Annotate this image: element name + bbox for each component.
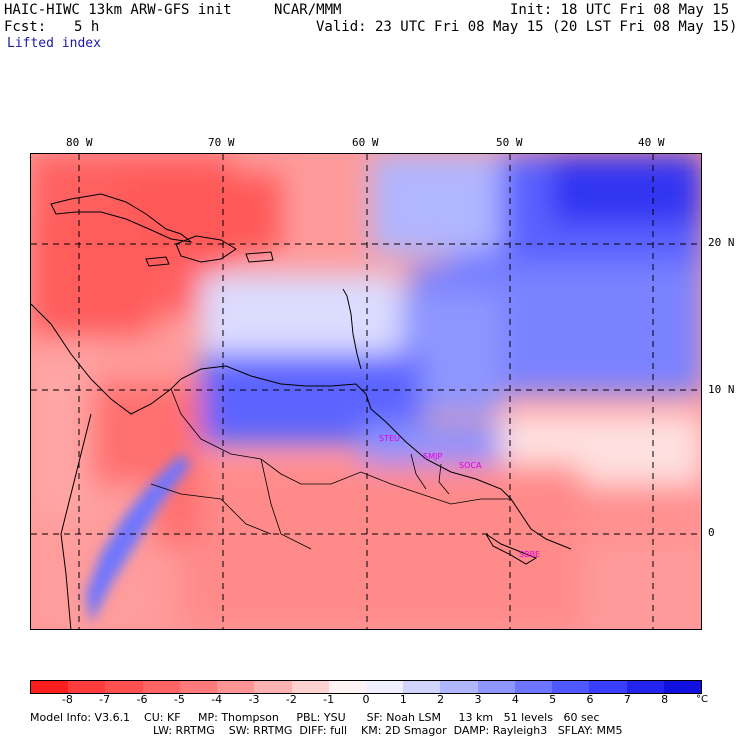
colorbar-segment <box>552 681 590 693</box>
station-label-sbbe: SBBE <box>519 550 541 559</box>
colorbar <box>30 680 702 694</box>
colorbar-segment <box>254 681 292 693</box>
colorbar-tick-label: -2 <box>285 693 297 706</box>
colorbar-segment <box>142 681 180 693</box>
colorbar-tick-label: -3 <box>248 693 260 706</box>
colorbar-segment <box>217 681 255 693</box>
lon-tick-50w: 50 W <box>496 136 523 149</box>
colorbar-segment <box>514 681 553 693</box>
field-name: Lifted index <box>7 36 101 51</box>
colorbar-segment <box>626 681 664 693</box>
colorbar-segment <box>440 681 478 693</box>
station-label-soca: SOCA <box>459 461 482 470</box>
model-info-line-2: LW: RRTMG SW: RRTMG DIFF: full KM: 2D Sm… <box>153 724 623 737</box>
colorbar-tick-label: 2 <box>437 693 445 706</box>
station-label-steu: STEU <box>379 434 400 443</box>
colorbar-ticks: -8 -7 -6 -5 -4 -3 -2 -1 0 1 2 3 4 5 6 7 8 <box>30 694 702 706</box>
colorbar-segment <box>105 681 143 693</box>
station-label-smjp: SMJP <box>423 452 443 461</box>
graticule <box>31 154 701 629</box>
colorbar-unit: °C <box>696 694 708 705</box>
forecast-label: Fcst: <box>4 19 47 35</box>
colorbar-tick-label: 1 <box>399 693 407 706</box>
coastlines <box>31 193 572 629</box>
colorbar-segment <box>179 681 218 693</box>
lon-tick-60w: 60 W <box>352 136 379 149</box>
colorbar-segment <box>589 681 627 693</box>
colorbar-tick-label: 8 <box>661 693 669 706</box>
colorbar-tick-label: -4 <box>211 693 223 706</box>
colorbar-segment <box>68 681 106 693</box>
lon-tick-40w: 40 W <box>638 136 665 149</box>
lon-tick-70w: 70 W <box>208 136 235 149</box>
center-name: NCAR/MMM <box>274 2 342 18</box>
colorbar-tick-label: -8 <box>61 693 73 706</box>
colorbar-tick-label: -1 <box>323 693 335 706</box>
colorbar-tick-label: 6 <box>586 693 594 706</box>
colorbar-tick-label: 3 <box>474 693 482 706</box>
map-canvas <box>31 154 701 629</box>
colorbar-tick-label: 7 <box>623 693 631 706</box>
colorbar-tick-label: -7 <box>99 693 111 706</box>
colorbar-tick-label: -6 <box>136 693 148 706</box>
lon-tick-80w: 80 W <box>66 136 93 149</box>
colorbar-segment <box>31 681 69 693</box>
colorbar-tick-label: 4 <box>511 693 519 706</box>
init-time: Init: 18 UTC Fri 08 May 15 <box>510 2 730 18</box>
field-shading <box>31 154 701 629</box>
forecast-hour: 5 h <box>74 19 100 35</box>
andes-stable-strip <box>86 454 191 624</box>
lifted-index-map: STEU SMJP SOCA SBBE <box>30 153 702 630</box>
colorbar-tick-label: -5 <box>173 693 185 706</box>
colorbar-segment <box>663 681 701 693</box>
colorbar-segment <box>291 681 329 693</box>
colorbar-tick-label: 0 <box>362 693 370 706</box>
lat-tick-10n: 10 N <box>708 383 735 396</box>
colorbar-segment <box>403 681 441 693</box>
colorbar-segment <box>477 681 515 693</box>
model-info-line-1: Model Info: V3.6.1 CU: KF MP: Thompson P… <box>30 711 600 724</box>
valid-time: Valid: 23 UTC Fri 08 May 15 (20 LST Fri … <box>316 19 738 35</box>
lat-tick-20n: 20 N <box>708 236 735 249</box>
colorbar-segment <box>328 681 366 693</box>
colorbar-tick-label: 5 <box>549 693 557 706</box>
lat-tick-0: 0 <box>708 526 715 539</box>
model-title: HAIC-HIWC 13km ARW-GFS init <box>4 2 232 18</box>
colorbar-segment <box>365 681 404 693</box>
